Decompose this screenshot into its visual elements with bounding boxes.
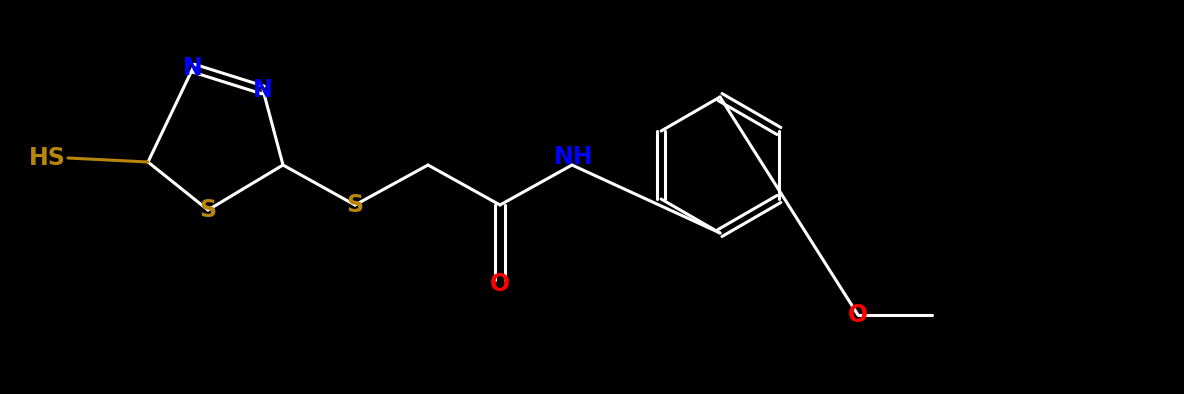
- Text: N: N: [184, 56, 202, 80]
- Text: S: S: [199, 198, 217, 222]
- Text: O: O: [848, 303, 868, 327]
- Text: S: S: [347, 193, 363, 217]
- Text: NH: NH: [554, 145, 593, 169]
- Text: HS: HS: [30, 146, 66, 170]
- Text: N: N: [253, 78, 272, 102]
- Text: O: O: [490, 272, 510, 296]
